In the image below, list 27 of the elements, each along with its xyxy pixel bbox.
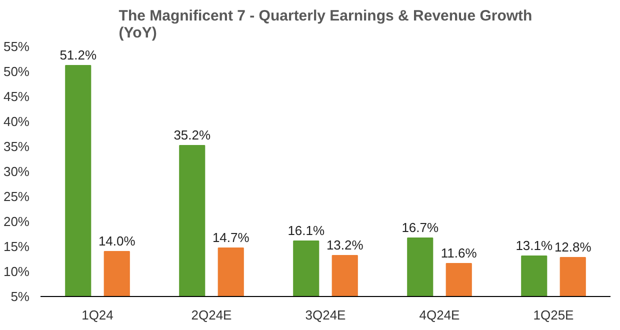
data-label: 14.0%	[98, 234, 136, 248]
x-tick-label: 2Q24E	[191, 308, 232, 322]
y-tick-label: 55%	[3, 39, 30, 54]
y-tick-label: 10%	[3, 264, 30, 279]
x-tick-label: 3Q24E	[305, 308, 346, 322]
y-tick-label: 15%	[3, 239, 30, 254]
y-tick-label: 20%	[3, 214, 30, 229]
y-tick-label: 30%	[3, 164, 30, 179]
y-tick-label: 40%	[3, 114, 30, 129]
x-tick-label: 1Q25E	[533, 308, 574, 322]
data-label: 51.2%	[60, 48, 97, 62]
data-label: 12.8%	[554, 240, 592, 254]
y-tick-label: 25%	[3, 189, 30, 204]
data-label: 13.2%	[326, 238, 364, 252]
chart-title: The Magnificent 7 - Quarterly Earnings & Revenue Growth (YoY)	[118, 8, 532, 42]
y-tick-label: 50%	[3, 64, 30, 79]
x-tick-label: 1Q24	[82, 308, 114, 322]
data-label: 35.2%	[174, 128, 211, 142]
y-tick-label: 35%	[3, 139, 30, 154]
x-tick-label: 4Q24E	[419, 308, 460, 322]
y-tick-label: 5%	[10, 289, 30, 304]
data-label: 13.1%	[516, 238, 553, 253]
data-label: 14.7%	[212, 230, 250, 245]
y-tick-label: 45%	[3, 89, 30, 104]
data-label: 11.6%	[440, 246, 478, 260]
data-label: 16.1%	[288, 223, 325, 238]
data-label: 16.7%	[402, 220, 439, 235]
